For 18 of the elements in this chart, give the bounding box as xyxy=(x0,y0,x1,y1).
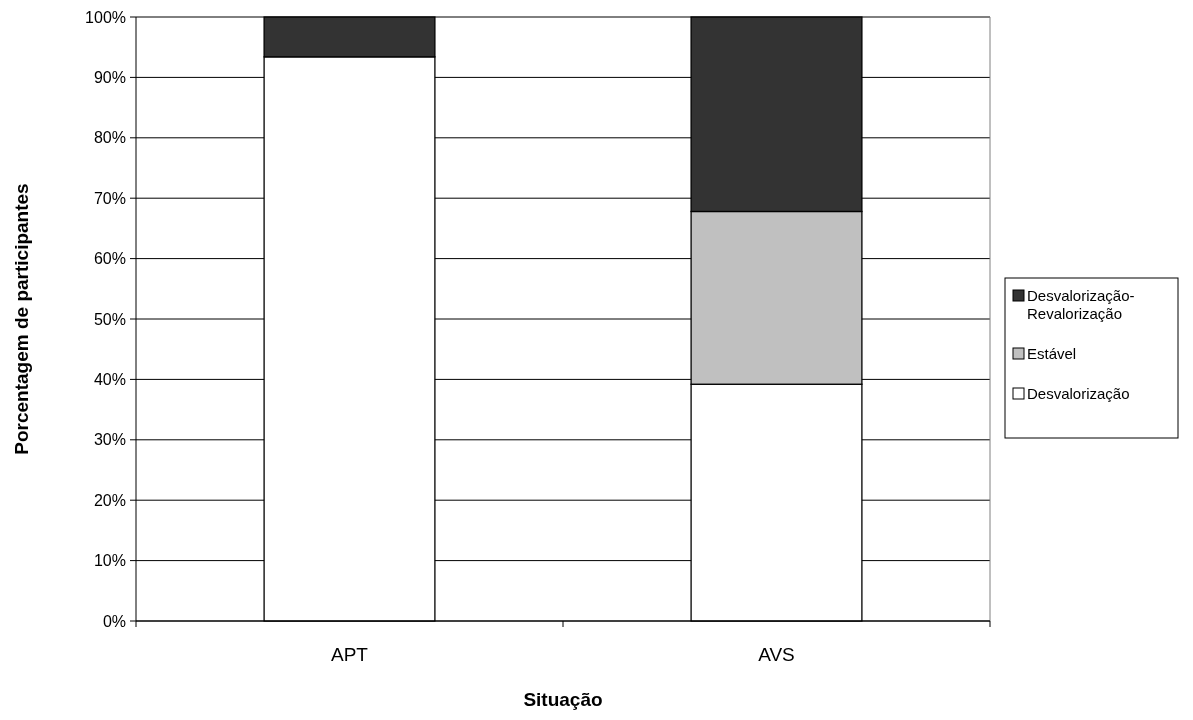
y-tick-label: 100% xyxy=(85,8,126,26)
legend-label: Desvalorização-Revalorização xyxy=(1027,287,1135,322)
legend-label: Desvalorização xyxy=(1027,385,1130,403)
legend-label: Estável xyxy=(1027,345,1077,363)
y-tick-label: 30% xyxy=(93,431,126,449)
x-tick-label: APT xyxy=(331,644,369,665)
x-tick-label: AVS xyxy=(758,644,795,665)
y-tick-label: 80% xyxy=(93,129,126,147)
y-tick-label: 60% xyxy=(93,250,126,268)
y-tick-label: 0% xyxy=(102,612,126,630)
y-tick-label: 20% xyxy=(93,491,126,509)
y-tick-label: 10% xyxy=(93,552,126,570)
y-tick-label: 40% xyxy=(93,371,126,388)
y-tick-label: 70% xyxy=(93,189,126,207)
x-axis-title: Situação xyxy=(523,689,603,710)
y-axis-title: Porcentagem de participantes xyxy=(11,183,32,455)
y-tick-label: 90% xyxy=(93,69,126,86)
y-tick-label: 50% xyxy=(93,310,126,328)
